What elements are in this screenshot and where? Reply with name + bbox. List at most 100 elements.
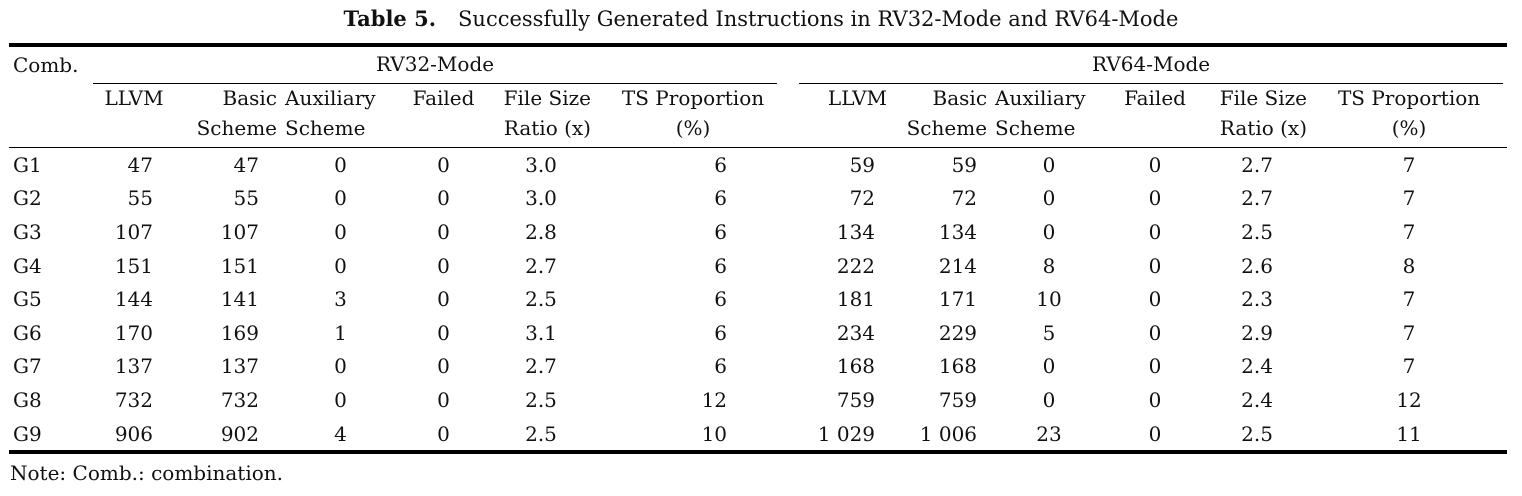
cell-rv32-auxiliary-scheme: 4: [281, 416, 400, 455]
cell-rv64-auxiliary-scheme: 0: [1042, 354, 1056, 379]
cell-rv64-ts-proportion: 7: [1402, 152, 1416, 177]
results-table: Comb. RV32-Mode RV64-Mode LLVM Basic Sche…: [9, 43, 1508, 455]
cell-rv64-llvm: 181: [836, 287, 876, 312]
cell-combination: G1: [13, 152, 42, 177]
col-header-rv32-basic-scheme: Basic Scheme: [179, 83, 281, 148]
cell-rv64-failed: 0: [1148, 152, 1162, 177]
table-row: G6 170 169 1 0 3.1 6 234 229 5 0 2.9 7: [9, 316, 1507, 350]
cell-rv32-file-size-ratio: 2.5: [525, 287, 557, 312]
group-header-rv64-label: RV64-Mode: [799, 47, 1504, 84]
cell-rv32-failed: 0: [437, 253, 450, 278]
cell-rv32-failed: 0: [437, 387, 450, 412]
cell-rv32-basic-scheme: 902: [179, 416, 281, 455]
cell-rv64-failed: 0: [1107, 416, 1204, 455]
cell-rv32-file-size-ratio: 2.7: [525, 354, 557, 379]
cell-rv32-auxiliary-scheme: 0: [334, 253, 347, 278]
cell-rv32-llvm: 906: [89, 416, 179, 455]
cell-rv32-ts-proportion: 10: [595, 416, 792, 455]
table-row: G7 137 137 0 0 2.7 6 168 168 0 0 2.4 7: [9, 350, 1507, 384]
cell-combination: G4: [13, 253, 42, 278]
cell-rv32-basic-scheme: 151: [220, 253, 259, 278]
cell-rv64-basic-scheme: 759: [938, 387, 978, 412]
cell-rv32-llvm: 107: [114, 219, 153, 244]
cell-rv64-ts-proportion: 7: [1402, 320, 1416, 345]
table-caption-text: Successfully Generated Instructions in R…: [458, 7, 1179, 31]
header-row-groups: Comb. RV32-Mode RV64-Mode: [9, 43, 1508, 84]
cell-rv64-basic-scheme: 1 006: [891, 416, 992, 455]
cell-rv64-basic-scheme: 168: [938, 354, 978, 379]
cell-rv64-llvm: 72: [849, 186, 876, 211]
cell-rv64-llvm: 1 029: [791, 416, 892, 455]
col-header-rv64-auxiliary-scheme: Auxiliary Scheme: [991, 83, 1108, 148]
cell-combination: G8: [13, 387, 42, 412]
cell-rv64-auxiliary-scheme: 5: [1042, 320, 1056, 345]
cell-combination: G6: [13, 320, 42, 345]
group-header-rv64: RV64-Mode: [791, 43, 1508, 84]
cell-rv64-file-size-ratio: 2.3: [1241, 287, 1273, 312]
cell-combination: G3: [13, 219, 42, 244]
cell-rv32-basic-scheme: 55: [233, 186, 259, 211]
cell-rv32-failed: 0: [437, 152, 450, 177]
col-header-rv32-auxiliary-scheme: Auxiliary Scheme: [281, 83, 400, 148]
cell-rv32-llvm: 151: [114, 253, 153, 278]
cell-rv32-file-size-ratio: 3.0: [525, 152, 557, 177]
cell-rv64-file-size-ratio: 2.5: [1203, 416, 1312, 455]
cell-rv64-basic-scheme: 214: [938, 253, 978, 278]
col-header-rv32-file-size-ratio: File Size Ratio (x): [487, 83, 595, 148]
cell-rv64-failed: 0: [1148, 354, 1162, 379]
cell-rv32-basic-scheme: 107: [220, 219, 259, 244]
cell-rv32-failed: 0: [437, 186, 450, 211]
cell-rv64-failed: 0: [1148, 320, 1162, 345]
cell-rv32-file-size-ratio: 3.0: [525, 186, 557, 211]
cell-rv64-auxiliary-scheme: 8: [1042, 253, 1056, 278]
col-header-rv64-basic-scheme: Basic Scheme: [891, 83, 992, 148]
cell-rv32-basic-scheme: 732: [220, 387, 259, 412]
table-row: G9 906 902 4 0 2.5 10 1 029 1 006 23 0 2.5 11: [9, 416, 1508, 455]
col-header-rv64-ts-proportion: TS Proportion (%): [1311, 83, 1508, 148]
cell-combination: G5: [13, 287, 42, 312]
cell-rv32-llvm: 170: [114, 320, 153, 345]
cell-rv32-auxiliary-scheme: 0: [334, 219, 347, 244]
cell-rv32-failed: 0: [437, 287, 450, 312]
cell-rv32-llvm: 144: [114, 287, 153, 312]
table-note: Note: Comb.: combination.: [10, 461, 283, 485]
cell-rv64-basic-scheme: 171: [938, 287, 978, 312]
cell-rv64-ts-proportion: 8: [1402, 253, 1416, 278]
cell-rv64-llvm: 759: [836, 387, 876, 412]
cell-rv64-llvm: 234: [836, 320, 876, 345]
col-header-rv32-failed: Failed: [400, 83, 487, 148]
cell-rv32-failed: 0: [437, 219, 450, 244]
cell-rv32-basic-scheme: 137: [220, 354, 259, 379]
cell-rv64-auxiliary-scheme: 0: [1042, 186, 1056, 211]
cell-rv64-failed: 0: [1148, 387, 1162, 412]
table-row: G8 732 732 0 0 2.5 12 759 759 0 0 2.4 12: [9, 383, 1507, 417]
cell-rv64-auxiliary-scheme: 23: [991, 416, 1108, 455]
cell-rv32-ts-proportion: 6: [714, 253, 728, 278]
cell-rv64-llvm: 134: [836, 219, 876, 244]
cell-rv32-llvm: 732: [114, 387, 153, 412]
table-row: G2 55 55 0 0 3.0 6 72 72 0 0 2.7 7: [9, 182, 1507, 216]
cell-rv32-auxiliary-scheme: 0: [334, 354, 347, 379]
cell-rv64-auxiliary-scheme: 0: [1042, 387, 1056, 412]
cell-rv64-file-size-ratio: 2.6: [1241, 253, 1273, 278]
cell-rv32-file-size-ratio: 2.5: [525, 387, 557, 412]
cell-rv64-ts-proportion: 11: [1311, 416, 1508, 455]
cell-rv64-basic-scheme: 72: [951, 186, 978, 211]
cell-rv32-auxiliary-scheme: 0: [334, 152, 347, 177]
cell-rv64-file-size-ratio: 2.4: [1241, 354, 1273, 379]
cell-rv64-auxiliary-scheme: 0: [1042, 219, 1056, 244]
table-caption: Table 5. Successfully Generated Instructi…: [0, 6, 1522, 32]
cell-rv32-ts-proportion: 6: [714, 320, 728, 345]
cell-rv64-llvm: 59: [849, 152, 876, 177]
cell-rv64-ts-proportion: 7: [1402, 354, 1416, 379]
cell-rv64-ts-proportion: 7: [1402, 287, 1416, 312]
cell-combination: G7: [13, 354, 42, 379]
cell-rv32-auxiliary-scheme: 3: [334, 287, 347, 312]
cell-rv32-auxiliary-scheme: 0: [334, 387, 347, 412]
table-row: G4 151 151 0 0 2.7 6 222 214 8 0 2.6 8: [9, 249, 1507, 283]
group-header-rv32-label: RV32-Mode: [93, 47, 778, 84]
cell-rv32-ts-proportion: 12: [701, 387, 728, 412]
cell-rv64-ts-proportion: 12: [1396, 387, 1422, 412]
cell-rv32-failed: 0: [400, 416, 487, 455]
